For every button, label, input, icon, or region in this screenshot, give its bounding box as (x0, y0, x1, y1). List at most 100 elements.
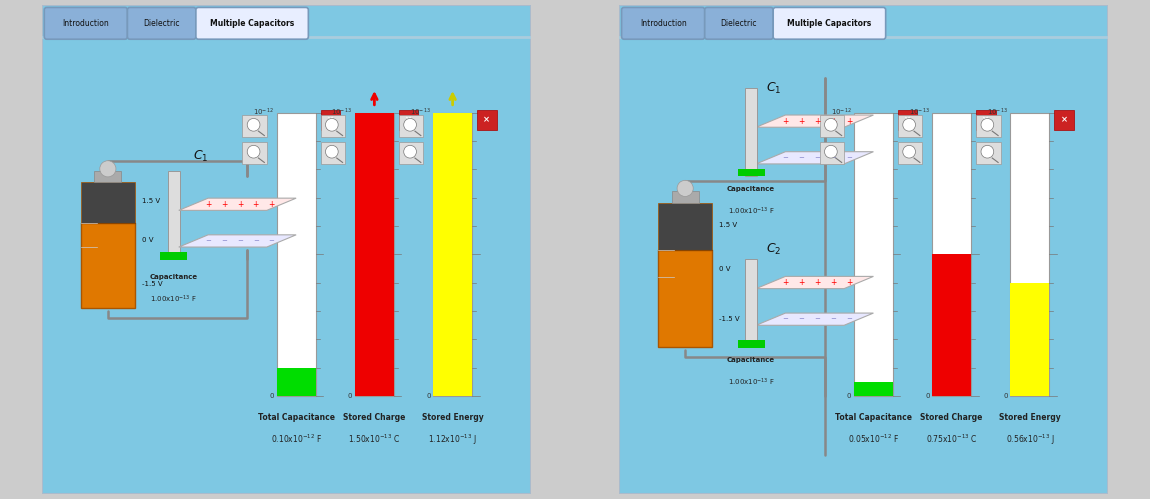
Text: 10$^{-12}$: 10$^{-12}$ (253, 107, 274, 118)
Bar (477, 110, 497, 130)
Text: −: − (221, 238, 227, 244)
Circle shape (100, 161, 116, 177)
Bar (853, 113, 894, 396)
Text: +: + (268, 200, 275, 209)
Bar (933, 113, 972, 396)
Text: 0.56x10$^{-13}$ J: 0.56x10$^{-13}$ J (1005, 433, 1055, 447)
Text: 0: 0 (427, 393, 430, 399)
Text: 10$^{-12}$: 10$^{-12}$ (830, 107, 851, 118)
Polygon shape (738, 169, 765, 177)
Text: 0.05x10$^{-12}$ F: 0.05x10$^{-12}$ F (848, 433, 899, 445)
Bar (355, 113, 394, 396)
Bar (1011, 283, 1050, 396)
Text: 0.10x10$^{-12}$ F: 0.10x10$^{-12}$ F (270, 433, 322, 445)
Text: Introduction: Introduction (639, 19, 687, 28)
Text: $C_1$: $C_1$ (766, 80, 781, 96)
Bar (276, 113, 316, 396)
Bar (355, 113, 394, 396)
Text: 10$^{-13}$: 10$^{-13}$ (908, 107, 929, 118)
Bar (898, 110, 918, 130)
Text: +: + (798, 117, 805, 126)
Text: −: − (846, 155, 852, 161)
Polygon shape (178, 198, 297, 211)
Text: $C_2$: $C_2$ (766, 242, 781, 257)
Text: −: − (830, 316, 836, 322)
Circle shape (903, 145, 915, 158)
Text: Introduction: Introduction (62, 19, 109, 28)
Bar (168, 252, 181, 259)
Text: +: + (798, 278, 805, 287)
Circle shape (325, 118, 338, 131)
Bar (321, 110, 340, 130)
Bar (853, 382, 894, 396)
Text: Capacitance: Capacitance (150, 274, 198, 280)
Text: Multiple Capacitors: Multiple Capacitors (210, 19, 294, 28)
Circle shape (677, 180, 693, 197)
Polygon shape (756, 152, 874, 164)
Text: −: − (814, 155, 820, 161)
Bar (434, 113, 473, 396)
Text: Stored Energy: Stored Energy (999, 413, 1060, 422)
Polygon shape (178, 235, 297, 247)
Bar (276, 368, 316, 396)
Polygon shape (756, 313, 874, 325)
Bar (658, 203, 712, 250)
Bar (321, 142, 345, 164)
Bar (434, 113, 473, 396)
Bar (399, 142, 423, 164)
Text: Multiple Capacitors: Multiple Capacitors (788, 19, 872, 28)
Text: +: + (830, 117, 836, 126)
Text: ×: × (327, 115, 334, 124)
Text: −: − (814, 316, 820, 322)
Circle shape (825, 118, 837, 131)
Text: Total Capacitance: Total Capacitance (258, 413, 335, 422)
Text: 0: 0 (846, 393, 851, 399)
Bar (168, 171, 181, 259)
Bar (933, 254, 972, 396)
Text: 0: 0 (1004, 393, 1007, 399)
Bar (1055, 110, 1074, 130)
Text: Stored Energy: Stored Energy (422, 413, 483, 422)
Bar (745, 259, 758, 347)
Circle shape (325, 145, 338, 158)
Bar (243, 115, 267, 137)
Circle shape (981, 145, 994, 158)
Text: 0: 0 (269, 393, 274, 399)
Text: −: − (798, 155, 804, 161)
Circle shape (404, 145, 416, 158)
Text: 0: 0 (347, 393, 352, 399)
Text: 0 V: 0 V (143, 237, 154, 243)
Bar (672, 191, 698, 203)
Text: Capacitance: Capacitance (727, 186, 775, 192)
Bar (976, 110, 996, 130)
Text: 1.00x10$^{-13}$ F: 1.00x10$^{-13}$ F (728, 377, 775, 388)
Circle shape (247, 118, 260, 131)
Bar (81, 182, 135, 223)
Bar (1011, 113, 1050, 396)
Text: ×: × (1060, 115, 1067, 124)
Text: +: + (253, 200, 259, 209)
Bar (81, 223, 135, 308)
Text: −: − (237, 238, 243, 244)
Text: Capacitance: Capacitance (727, 357, 775, 363)
Text: Stored Charge: Stored Charge (343, 413, 406, 422)
Text: 0.75x10$^{-13}$ C: 0.75x10$^{-13}$ C (926, 433, 977, 445)
Text: 1.5 V: 1.5 V (720, 222, 737, 228)
Bar (745, 340, 758, 347)
FancyBboxPatch shape (705, 7, 773, 39)
Text: +: + (845, 278, 852, 287)
Polygon shape (756, 115, 874, 127)
Text: ×: × (405, 115, 412, 124)
Text: 0: 0 (925, 393, 929, 399)
Bar (399, 110, 419, 130)
Bar (898, 115, 922, 137)
Text: 1.5 V: 1.5 V (143, 199, 160, 205)
Bar (94, 171, 121, 182)
Text: +: + (205, 200, 212, 209)
Bar (745, 169, 758, 176)
Text: ×: × (483, 115, 490, 124)
Bar (658, 250, 712, 347)
Text: −: − (798, 316, 804, 322)
Text: −: − (782, 316, 789, 322)
Polygon shape (738, 340, 765, 348)
